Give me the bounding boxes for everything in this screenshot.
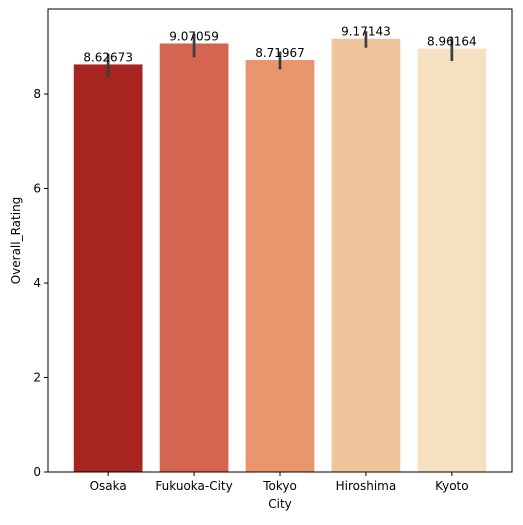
x-tick-label: Tokyo bbox=[262, 479, 297, 493]
y-tick-label: 2 bbox=[33, 371, 41, 385]
data-label-hiroshima: 9.17143 bbox=[341, 25, 391, 39]
data-label-kyoto: 8.96164 bbox=[427, 35, 477, 49]
y-tick-label: 6 bbox=[33, 182, 41, 196]
data-label-fukuoka-city: 9.07059 bbox=[169, 29, 219, 43]
x-tick-label: Kyoto bbox=[435, 479, 469, 493]
y-axis-label: Overall_Rating bbox=[9, 197, 23, 285]
bar-osaka bbox=[73, 64, 143, 472]
data-label-osaka: 8.62673 bbox=[83, 50, 133, 64]
bar-kyoto bbox=[417, 48, 487, 472]
y-tick-label: 4 bbox=[33, 276, 41, 290]
y-axis-ticks: 0 2 4 6 8 bbox=[33, 87, 48, 479]
y-tick-label: 0 bbox=[33, 465, 41, 479]
bar-tokyo bbox=[245, 60, 315, 473]
bar-fukuoka-city bbox=[159, 43, 229, 472]
x-axis-label: City bbox=[268, 497, 292, 511]
error-bars-group bbox=[106, 31, 454, 78]
bars-group bbox=[73, 38, 487, 473]
x-tick-label: Hiroshima bbox=[336, 479, 397, 493]
data-labels-group: 8.62673 9.07059 8.71967 9.17143 8.96164 bbox=[83, 25, 476, 65]
data-label-tokyo: 8.71967 bbox=[255, 46, 305, 60]
x-tick-label: Osaka bbox=[90, 479, 127, 493]
bar-hiroshima bbox=[331, 38, 401, 473]
y-tick-label: 8 bbox=[33, 87, 41, 101]
x-axis-ticks: Osaka Fukuoka-City Tokyo Hiroshima Kyoto bbox=[90, 472, 469, 493]
x-tick-label: Fukuoka-City bbox=[155, 479, 232, 493]
